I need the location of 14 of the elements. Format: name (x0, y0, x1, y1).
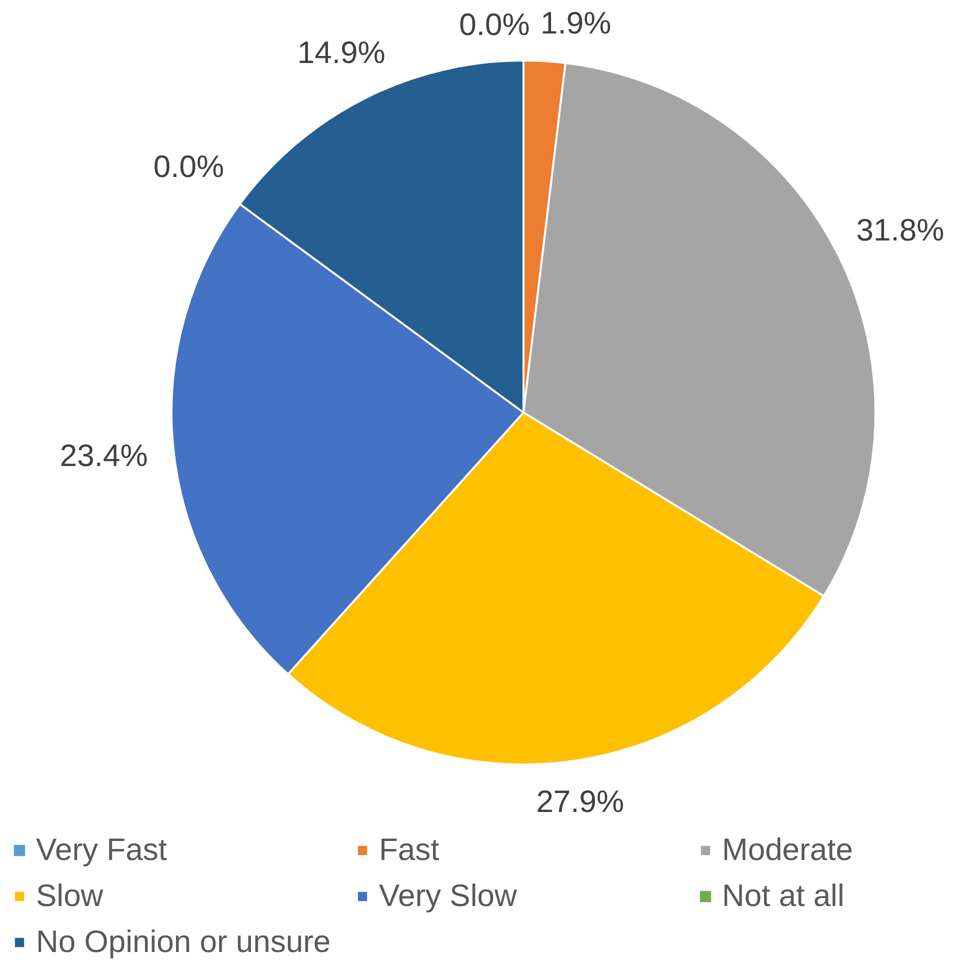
legend-label: Very Slow (379, 878, 518, 914)
text: 0.0% (153, 149, 224, 184)
data-label: 27.9% (536, 784, 624, 819)
legend-label: No Opinion or unsure (36, 924, 332, 960)
legend-label: Not at all (722, 878, 846, 914)
data-label: 1.9% (540, 6, 612, 41)
legend-label: Moderate (722, 832, 854, 868)
text: 0.0% (459, 7, 530, 42)
data-label: 31.8% (856, 212, 944, 248)
legend-label: Slow (36, 878, 104, 914)
legend-label: Very Fast (36, 832, 168, 868)
legend-label: Fast (379, 832, 440, 868)
data-label: 14.9% (297, 35, 386, 70)
data-label: 23.4% (60, 438, 148, 474)
